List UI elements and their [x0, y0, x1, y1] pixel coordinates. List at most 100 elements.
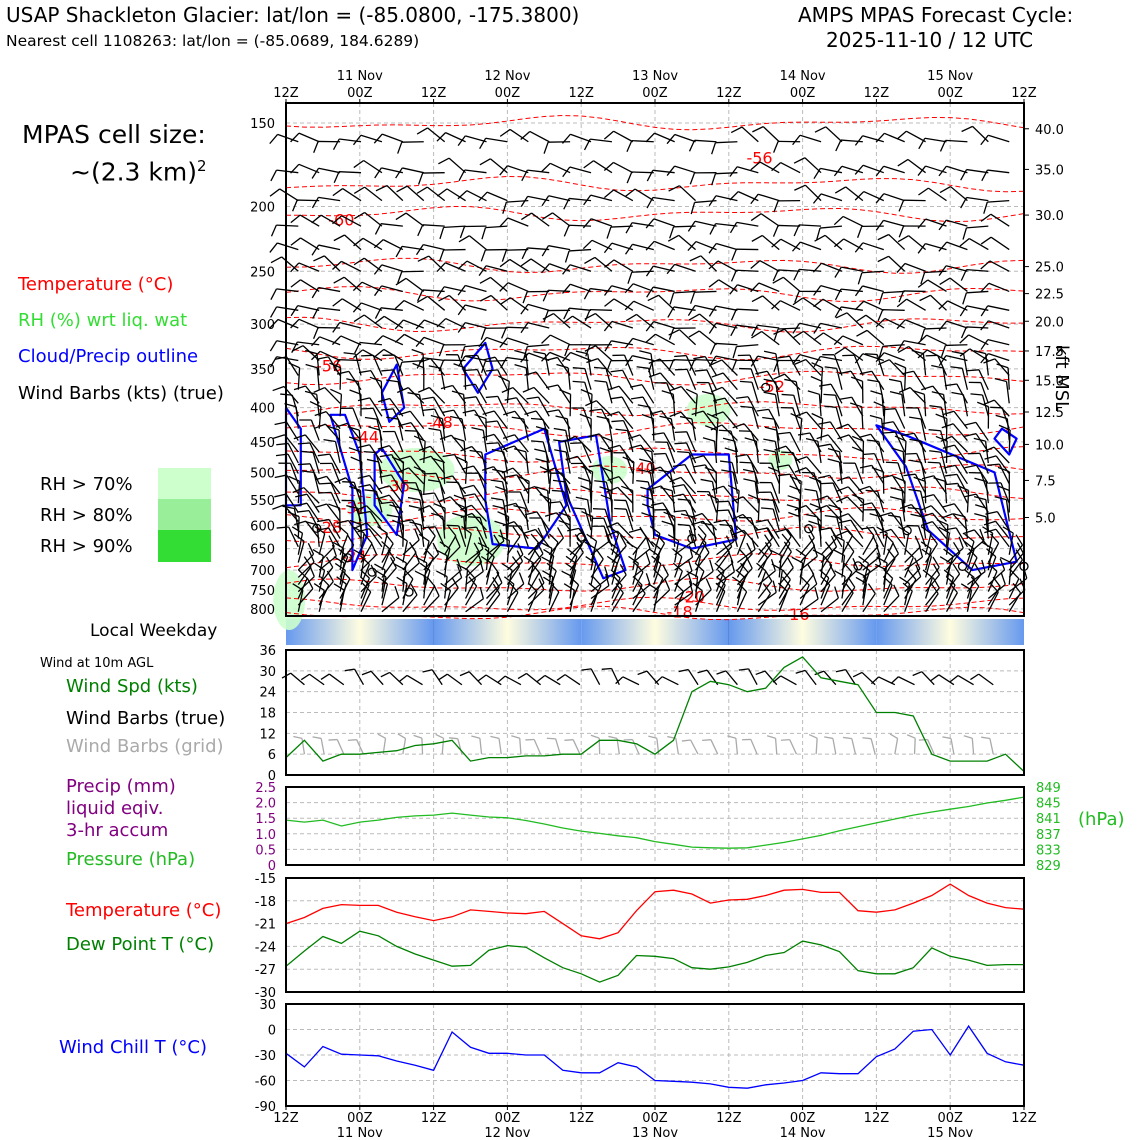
upper-wind-barb-flag [686, 570, 698, 578]
upper-wind-barb-flag [732, 423, 745, 429]
upper-wind-barb-flag [397, 271, 403, 284]
upper-wind-barb [465, 585, 478, 606]
upper-wind-barb-flag [272, 434, 285, 439]
upper-wind-barb-flag [866, 525, 875, 537]
upper-wind-barb-flag [691, 455, 704, 460]
upper-wind-barb-flag [436, 570, 448, 578]
upper-wind-barb-flag [634, 562, 644, 573]
upper-wind-barb [884, 317, 905, 329]
upper-wind-barb-flag [479, 559, 484, 572]
upper-wind-barb-flag [876, 556, 888, 564]
upper-wind-barb-flag [674, 354, 687, 358]
upper-wind-barb-flag [358, 510, 371, 515]
upper-wind-barb-flag [771, 162, 782, 172]
upper-wind-barb-flag [794, 467, 807, 473]
upper-wind-barb-flag [570, 442, 583, 445]
upper-wind-barb-flag [827, 458, 840, 463]
upper-wind-barb-flag [938, 320, 948, 332]
upper-wind-barb-flag [594, 480, 607, 483]
legend-rh90-label: RH > 90% [40, 536, 133, 557]
upper-wind-barb [633, 300, 655, 311]
upper-wind-barb-flag [504, 397, 517, 401]
upper-wind-barb-flag [950, 366, 963, 369]
upper-wind-barb-flag [949, 582, 958, 594]
upper-wind-barb-flag [898, 290, 905, 303]
ytick-surface-wind: 18 [259, 707, 276, 722]
upper-wind-barb-flag [333, 171, 340, 184]
upper-wind-barb [297, 541, 305, 563]
upper-wind-barb-flag [446, 524, 459, 527]
upper-wind-barb-flag [338, 525, 349, 535]
upper-wind-barb [632, 461, 635, 484]
upper-wind-barb-flag [624, 283, 634, 294]
upper-wind-barb [827, 434, 843, 453]
upper-wind-barb [851, 396, 864, 417]
upper-wind-barb-flag [746, 557, 753, 569]
upper-wind-barb-flag [660, 487, 673, 492]
upper-wind-barb-flag [499, 258, 511, 268]
upper-wind-barb [594, 313, 613, 329]
surface-wind-barb-flag [361, 670, 372, 676]
upper-wind-barb-flag [952, 563, 961, 575]
upper-wind-barb-flag [812, 262, 822, 273]
upper-wind-barb [503, 508, 509, 531]
upper-wind-barb-flag [751, 324, 758, 337]
upper-wind-barb [835, 407, 843, 429]
upper-wind-barb [632, 355, 654, 362]
surface-wind-barb [845, 669, 857, 686]
upper-wind-barb [1008, 552, 1024, 571]
upper-wind-barb-flag [629, 444, 642, 449]
calm-wind-marker [902, 525, 912, 536]
upper-wind-barb [360, 461, 363, 484]
upper-wind-barb-flag [677, 451, 690, 454]
upper-wind-barb [506, 490, 509, 513]
upper-wind-barb [509, 258, 529, 272]
temperature-contour-label: -18 [667, 603, 693, 622]
upper-wind-barb-flag [352, 281, 363, 292]
upper-wind-barb-flag [541, 334, 551, 344]
upper-wind-barb [402, 594, 418, 613]
upper-wind-barb-flag [473, 542, 481, 554]
upper-wind-barb [799, 224, 822, 227]
upper-wind-barb-flag [817, 474, 830, 479]
upper-wind-barb [865, 314, 885, 329]
upper-wind-barb-flag [417, 224, 424, 237]
upper-wind-barb [295, 406, 299, 429]
grid-wind-barb-flag [511, 735, 520, 739]
upper-wind-barb-flag [752, 126, 764, 133]
upper-wind-barb [527, 169, 550, 174]
upper-wind-barb-flag [562, 315, 573, 324]
upper-wind-barb-flag [431, 457, 444, 463]
surface-wind-barb [957, 674, 974, 686]
upper-wind-barb-flag [436, 286, 445, 298]
upper-wind-barb [420, 508, 425, 531]
upper-wind-barb-flag [834, 266, 842, 278]
upper-wind-barb-flag [563, 583, 575, 591]
upper-wind-barb-flag [854, 135, 864, 146]
upper-wind-barb-flag [368, 426, 381, 431]
upper-wind-barb-flag [481, 227, 487, 240]
upper-wind-barb-flag [375, 570, 387, 578]
upper-wind-barb [894, 408, 906, 429]
upper-wind-barb [339, 321, 362, 329]
upper-wind-barb-flag [638, 468, 651, 473]
upper-wind-barb [900, 381, 906, 404]
upper-wind-barb-flag [845, 582, 854, 594]
upper-wind-barb-flag [269, 356, 278, 368]
upper-wind-barb [694, 304, 717, 311]
upper-wind-barb [985, 481, 989, 504]
upper-wind-barb-flag [942, 410, 955, 416]
upper-wind-barb [359, 341, 383, 346]
upper-wind-barb-flag [909, 416, 922, 420]
upper-wind-barb [862, 499, 865, 522]
upper-wind-barb [512, 387, 529, 404]
upper-wind-barb [548, 548, 553, 571]
upper-wind-barb [990, 213, 1010, 227]
upper-wind-barb-flag [572, 380, 585, 383]
grid-wind-barb-flag [312, 736, 322, 740]
upper-wind-barb-flag [917, 243, 926, 254]
upper-wind-barb-flag [880, 474, 893, 479]
upper-wind-barb [464, 569, 469, 592]
upper-wind-barb-flag [628, 434, 641, 440]
upper-wind-barb [755, 441, 759, 464]
